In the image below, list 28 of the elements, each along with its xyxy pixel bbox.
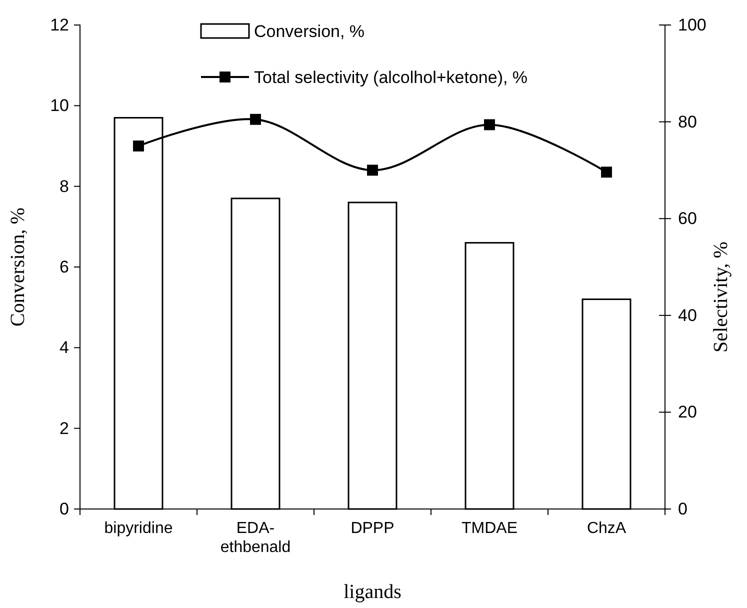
point: [601, 166, 612, 178]
y-axis-title: Conversion, %: [7, 208, 29, 326]
x-tick-label: EDA-ethbenald: [220, 520, 291, 556]
y2-axis-title: Selectivity, %: [710, 242, 732, 352]
point: [484, 119, 495, 130]
y-tick-label: 2: [60, 418, 69, 438]
x-tick-label: DPPP: [350, 520, 394, 537]
y-tick-label: 6: [60, 257, 69, 276]
y-tick-label: 10: [50, 96, 69, 116]
y-tick-label: 4: [60, 338, 69, 358]
point: [250, 114, 261, 125]
y-tick-label: 12: [50, 15, 69, 34]
y2-tick-label: 0: [678, 499, 688, 518]
y2-tick-label: 100: [678, 15, 706, 34]
x-tick-label: TMDAE: [462, 520, 518, 537]
y-tick-label: 8: [60, 176, 69, 196]
legend-label: Total selectivity (alcolhol+ketone), %: [254, 68, 528, 87]
y2-tick-label: 80: [678, 112, 697, 132]
point: [133, 140, 144, 152]
x-tick-label: ChzA: [586, 520, 626, 537]
y-tick-label: 0: [60, 499, 69, 518]
y2-tick-label: 20: [678, 402, 697, 422]
point: [367, 164, 378, 176]
x-tick-label: bipyridine: [104, 520, 173, 537]
legend-label: Conversion, %: [254, 22, 365, 41]
x-axis-title: ligands: [344, 581, 402, 603]
y2-tick-label: 40: [678, 306, 697, 325]
y2-tick-label: 60: [678, 209, 697, 228]
